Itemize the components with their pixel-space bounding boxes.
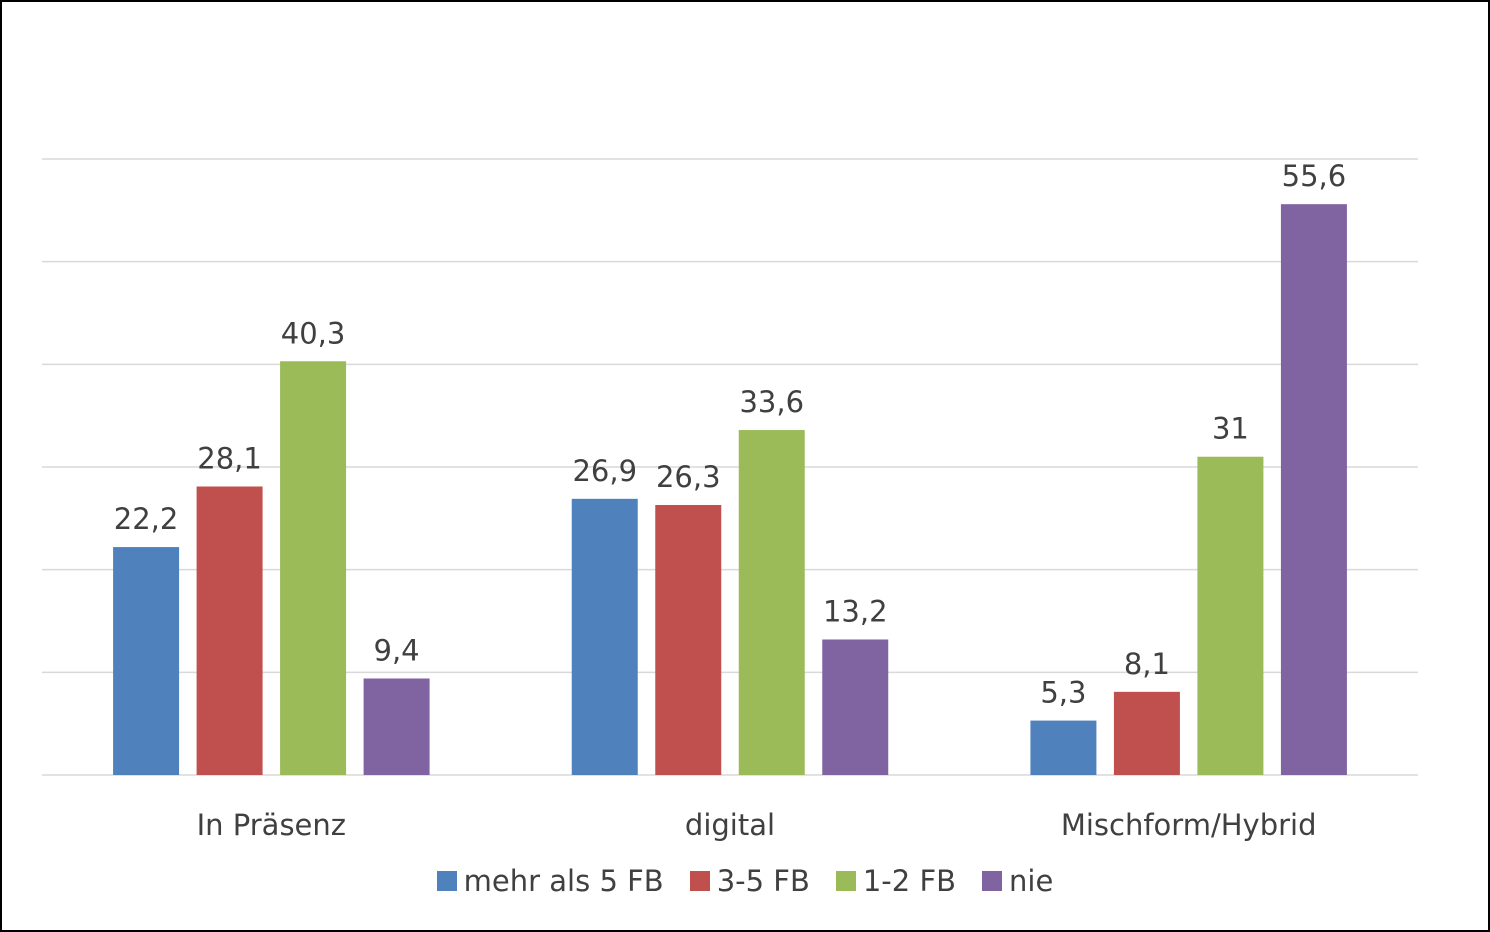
bar bbox=[1113, 691, 1180, 775]
bar bbox=[1280, 204, 1347, 775]
bar bbox=[1030, 720, 1097, 775]
data-label: 40,3 bbox=[281, 316, 346, 350]
bar bbox=[738, 430, 805, 775]
legend-swatch bbox=[436, 871, 457, 891]
legend-item: mehr als 5 FB bbox=[436, 864, 664, 898]
bar bbox=[280, 361, 347, 775]
data-label: 5,3 bbox=[1040, 676, 1086, 710]
legend-label: 1-2 FB bbox=[862, 864, 957, 898]
legend-label: 3-5 FB bbox=[716, 864, 810, 898]
bar bbox=[196, 486, 263, 775]
bar bbox=[1197, 456, 1264, 775]
legend-swatch bbox=[982, 871, 1003, 891]
legend-item: 3-5 FB bbox=[689, 864, 810, 898]
bar bbox=[571, 498, 638, 775]
data-label: 8,1 bbox=[1124, 647, 1170, 681]
data-label: 13,2 bbox=[823, 594, 888, 628]
legend-label: mehr als 5 FB bbox=[463, 864, 664, 898]
category-label: Mischform/Hybrid bbox=[1061, 808, 1317, 842]
data-label: 28,1 bbox=[197, 442, 262, 476]
data-label: 26,3 bbox=[656, 460, 721, 494]
data-label: 55,6 bbox=[1282, 159, 1347, 193]
bar bbox=[113, 547, 180, 775]
data-label: 26,9 bbox=[572, 454, 637, 488]
data-label: 9,4 bbox=[374, 633, 420, 667]
legend-swatch bbox=[689, 871, 710, 891]
category-label: digital bbox=[685, 808, 775, 842]
legend-item: nie bbox=[982, 864, 1053, 898]
category-label: In Präsenz bbox=[197, 808, 346, 842]
bar bbox=[363, 678, 430, 775]
chart-legend: mehr als 5 FB 3-5 FB 1-2 FB nie bbox=[0, 864, 1490, 898]
legend-swatch bbox=[835, 871, 856, 891]
bar bbox=[822, 639, 889, 775]
legend-item: 1-2 FB bbox=[835, 864, 957, 898]
data-label: 22,2 bbox=[114, 502, 179, 536]
legend-label: nie bbox=[1009, 864, 1054, 898]
bar bbox=[655, 504, 722, 775]
data-label: 31 bbox=[1212, 412, 1249, 446]
data-label: 33,6 bbox=[739, 385, 804, 419]
